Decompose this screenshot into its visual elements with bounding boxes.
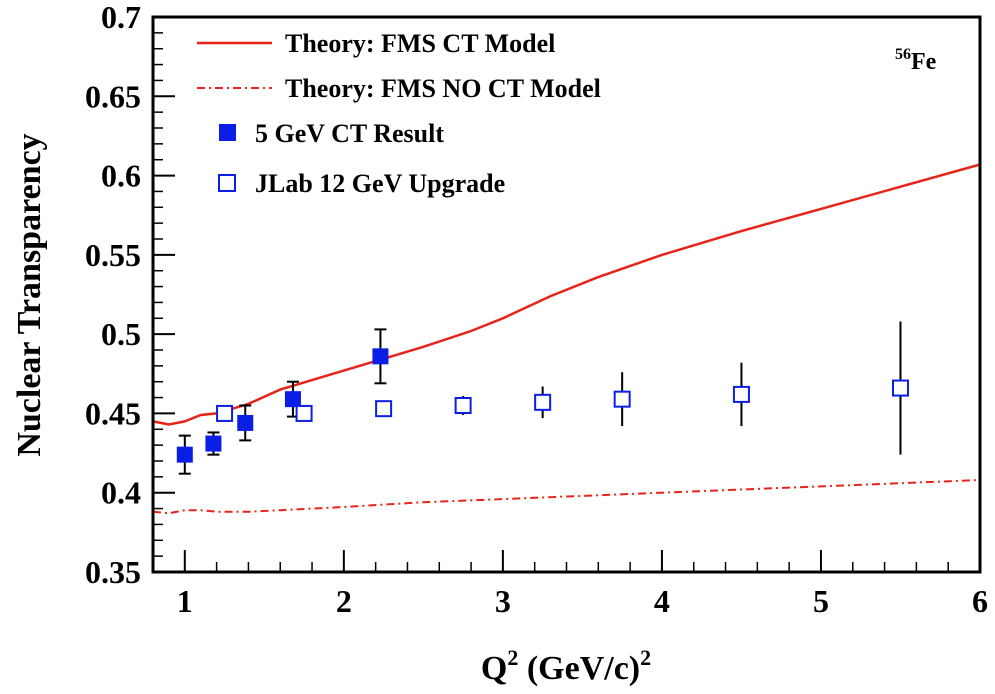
line-fms-ct-model [152,163,981,426]
point-5gev [205,435,222,452]
plot-background [153,17,980,572]
legend-label-ct-model: Theory: FMS CT Model [285,29,555,58]
point-12gev [216,404,234,422]
point-5gev [176,446,193,463]
point-5gev [237,414,254,431]
legend: Theory: FMS CT Model Theory: FMS NO CT M… [197,29,601,198]
point-12gev [613,390,631,408]
x-tick-labels: 1 2 3 4 5 6 [177,583,988,619]
x-axis-title-q-sup: 2 [507,645,518,670]
y-tick-label: 0.45 [85,395,141,431]
legend-swatch-5gev [219,124,236,141]
point-12gev [534,393,552,411]
point-12gev [732,385,750,403]
x-tick-label: 4 [654,583,670,619]
y-tick-label: 0.7 [101,0,141,35]
legend-label-no-ct-model: Theory: FMS NO CT Model [285,74,601,103]
x-axis-title-unit-sup: 2 [640,645,651,670]
legend-swatch-12gev [218,174,236,192]
y-tick-label: 0.35 [85,554,141,590]
point-5gev [372,348,389,365]
nucleus-annotation-symbol: Fe [911,49,937,75]
plot-frame [151,15,982,574]
point-12gev [375,400,393,418]
x-axis-title-q: Q [481,650,507,687]
legend-label-12gev: JLab 12 GeV Upgrade [255,169,505,198]
y-tick-label: 0.65 [85,78,141,114]
y-axis-title: Nuclear Transparency [11,133,48,456]
nucleus-annotation: 56Fe [895,46,937,75]
legend-label-5gev: 5 GeV CT Result [255,119,444,148]
point-12gev [295,404,313,422]
point-12gev [454,397,472,414]
series-layer [152,163,981,515]
y-tick-label: 0.6 [101,158,141,194]
point-12gev [891,379,909,397]
y-tick-label: 0.4 [101,475,141,511]
x-tick-label: 1 [177,583,193,619]
minor-ticks [152,32,949,572]
point-5gev [284,391,301,408]
x-axis-title-unit: (GeV/c) [518,650,640,687]
x-tick-label: 2 [336,583,352,619]
y-tick-labels: 0.35 0.4 0.45 0.5 0.55 0.6 0.65 0.7 [85,0,141,590]
y-tick-label: 0.55 [85,237,141,273]
x-tick-label: 3 [495,583,511,619]
y-tick-label: 0.5 [101,316,141,352]
nucleus-annotation-sup: 56 [895,46,911,63]
x-tick-label: 6 [972,583,988,619]
x-axis-title: Q2 (GeV/c)2 [481,645,651,687]
x-tick-label: 5 [813,583,829,619]
line-fms-no-ct-model [152,479,981,515]
